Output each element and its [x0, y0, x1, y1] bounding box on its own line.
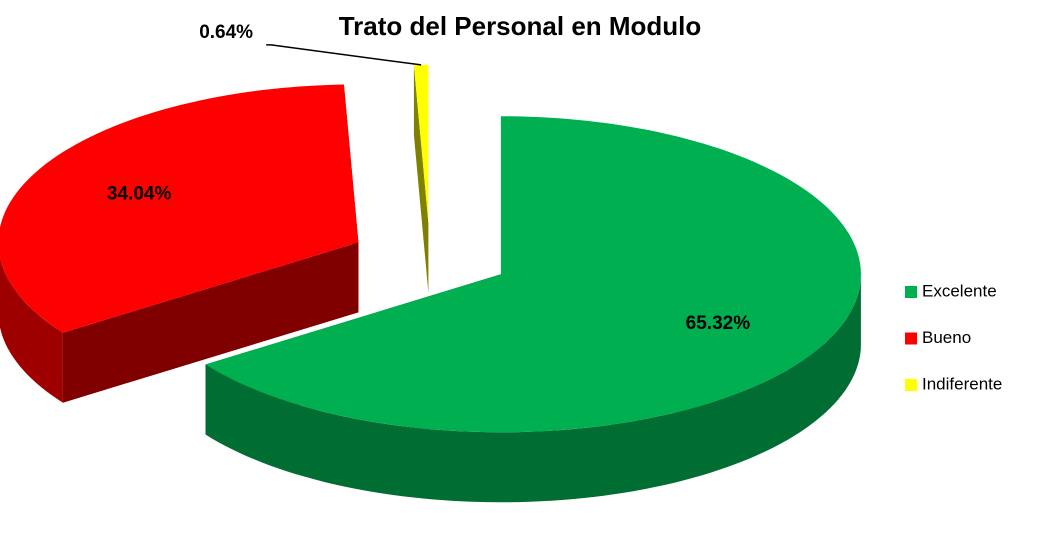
- data-label: 0.64%: [199, 22, 253, 43]
- legend-swatch: [905, 332, 917, 345]
- data-label: 34.04%: [107, 184, 172, 205]
- slice-side: [62, 242, 359, 403]
- slice: [0, 84, 359, 333]
- legend-label: Indiferente: [922, 374, 1002, 393]
- chart-title: Trato del Personal en Modulo: [339, 11, 702, 41]
- slice-side: [205, 274, 861, 503]
- slice-side: [0, 257, 63, 403]
- slice: [205, 116, 861, 433]
- legend-swatch: [905, 286, 917, 298]
- leader-line: [266, 44, 422, 66]
- legend-swatch: [905, 379, 917, 391]
- slice: [413, 64, 429, 223]
- legend-label: Bueno: [922, 328, 971, 347]
- slice-side: [413, 65, 429, 293]
- data-label: 65.32%: [686, 313, 751, 334]
- legend-label: Excelente: [922, 281, 997, 300]
